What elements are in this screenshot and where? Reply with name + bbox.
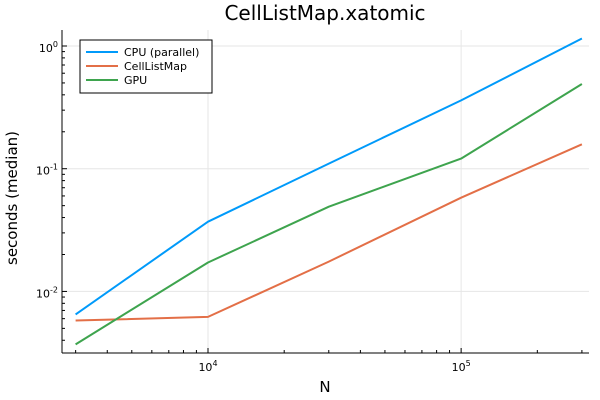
series-line-1 (75, 143, 583, 322)
legend-label-1: CellListMap (124, 60, 187, 73)
series-lines (75, 37, 583, 346)
y-axis-label: seconds (median) (3, 131, 21, 265)
series-line-0 (75, 37, 583, 316)
x-tick-label-0: 104 (198, 359, 217, 374)
y-tick-label-0: 10-2 (36, 285, 58, 300)
y-tick-label-1: 10-1 (36, 163, 58, 178)
series-line-2 (75, 83, 583, 346)
legend-label-0: CPU (parallel) (124, 46, 199, 59)
x-tick-labels: 104 105 (198, 359, 470, 374)
x-tick-label-1: 105 (452, 359, 471, 374)
x-axis-label: N (319, 378, 330, 396)
y-tick-labels: 10-2 10-1 100 (36, 40, 58, 300)
legend-label-2: GPU (124, 74, 147, 87)
axes (61, 30, 589, 354)
y-tick-label-2: 100 (39, 40, 58, 55)
chart-title: CellListMap.xatomic (224, 1, 425, 25)
